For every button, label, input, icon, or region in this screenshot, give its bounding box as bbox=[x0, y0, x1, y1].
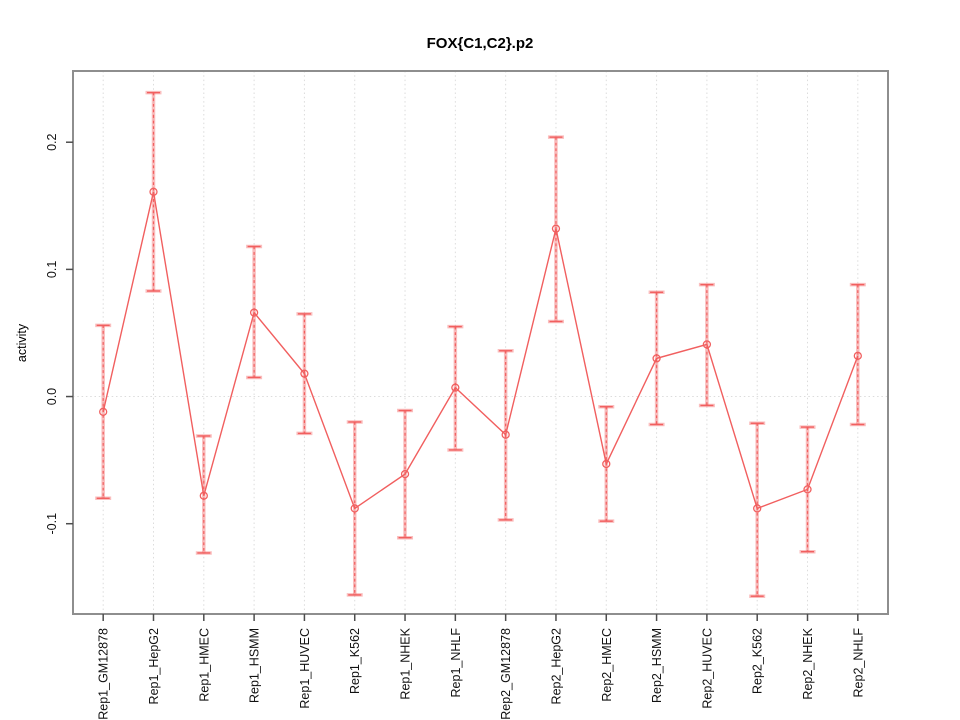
data-point-marker bbox=[853, 351, 862, 361]
chart-title: FOX{C1,C2}.p2 bbox=[427, 35, 534, 52]
x-tick-label: Rep2_GM12878 bbox=[499, 628, 513, 720]
series-line bbox=[102, 191, 859, 510]
data-point-marker bbox=[652, 354, 661, 363]
data-point-marker bbox=[400, 469, 410, 479]
x-tick-label: Rep2_HUVEC bbox=[700, 628, 714, 709]
data-point-marker bbox=[199, 491, 208, 500]
y-tick-label: 0.0 bbox=[45, 388, 59, 405]
data-point-marker bbox=[249, 308, 259, 317]
y-tick-label: -0.1 bbox=[45, 513, 59, 535]
data-point-marker bbox=[702, 340, 712, 349]
y-tick-label: 0.2 bbox=[45, 133, 59, 150]
chart-layers: -0.1 0.0 0.1 0.2 Rep1_GM12878 Rep1_HepG2 Rep1_… bbox=[45, 70, 889, 720]
data-point-marker bbox=[753, 504, 762, 513]
x-tick-label: Rep1_HUVEC bbox=[298, 628, 312, 709]
x-tick-label: Rep1_GM12878 bbox=[97, 628, 111, 720]
x-tick-label: Rep2_NHEK bbox=[801, 627, 815, 699]
x-tick-label: Rep2_HepG2 bbox=[549, 628, 563, 704]
x-tick-label: Rep1_NHEK bbox=[399, 627, 413, 699]
plot-border bbox=[72, 70, 889, 615]
y-tick-label: 0.1 bbox=[45, 261, 59, 278]
x-tick-label: Rep2_HMEC bbox=[600, 628, 614, 702]
data-point-marker bbox=[99, 407, 108, 416]
data-point-marker bbox=[350, 504, 359, 513]
data-point-marker bbox=[451, 383, 460, 392]
data-point-marker bbox=[551, 224, 561, 233]
x-tick-label: Rep2_K562 bbox=[751, 628, 765, 694]
x-tick-label: Rep1_HepG2 bbox=[147, 628, 161, 704]
data-point-marker bbox=[300, 369, 309, 378]
data-point-marker bbox=[803, 485, 812, 494]
data-point-marker bbox=[501, 430, 510, 439]
x-tick-label: Rep2_HSMM bbox=[650, 628, 664, 703]
x-tick-label: Rep1_K562 bbox=[348, 628, 362, 694]
x-tick-label: Rep2_NHLF bbox=[851, 628, 865, 698]
x-tick-label: Rep1_HMEC bbox=[197, 628, 211, 702]
x-tick-label: Rep1_NHLF bbox=[449, 628, 463, 698]
data-point-marker bbox=[149, 187, 158, 196]
data-point-marker bbox=[602, 459, 611, 469]
y-axis-title: activity bbox=[15, 323, 29, 362]
x-tick-label: Rep1_HSMM bbox=[248, 628, 262, 703]
